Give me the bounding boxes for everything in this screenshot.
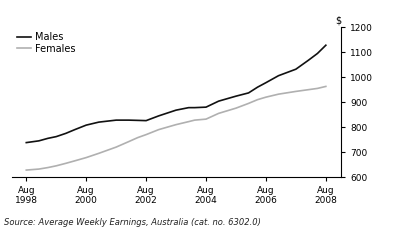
Males [114,119,119,121]
Males [246,91,251,94]
Females [246,102,251,105]
Females [186,120,191,123]
Males [64,132,68,135]
Females [173,123,178,126]
Females [315,87,320,90]
Females [84,156,89,159]
Females [144,133,148,136]
Females [64,162,68,165]
Females [156,128,161,131]
Females [72,159,77,162]
Females [54,164,59,167]
Females [204,118,208,121]
Males [96,121,101,123]
Females [192,119,197,121]
Males [126,119,131,121]
Males [255,86,260,89]
Males [156,114,161,117]
Males [135,119,140,122]
Females [126,140,131,143]
Females [24,169,29,171]
Males [192,106,197,109]
Males [186,106,191,109]
Line: Males: Males [26,45,326,143]
Females [46,166,50,169]
Males [264,81,268,84]
Text: Source: Average Weekly Earnings, Australia (cat. no. 6302.0): Source: Average Weekly Earnings, Austral… [4,218,261,227]
Males [46,137,50,140]
Males [144,119,148,122]
Males [233,95,238,98]
Females [37,168,41,170]
Males [72,128,77,131]
Females [216,112,221,115]
Males [84,124,89,126]
Males [306,59,311,62]
Males [37,139,41,142]
Females [324,85,328,88]
Males [216,100,221,103]
Males [324,44,328,47]
Females [135,136,140,139]
Females [306,88,311,91]
Females [114,146,119,148]
Females [264,96,268,99]
Females [276,93,281,96]
Males [24,141,29,144]
Females [96,152,101,155]
Females [255,98,260,101]
Males [315,52,320,55]
Line: Females: Females [26,86,326,170]
Text: $: $ [335,16,341,26]
Males [204,106,208,109]
Males [54,135,59,138]
Males [293,68,298,71]
Males [276,74,281,77]
Males [173,109,178,111]
Legend: Males, Females: Males, Females [17,32,76,54]
Females [293,90,298,93]
Females [233,107,238,109]
